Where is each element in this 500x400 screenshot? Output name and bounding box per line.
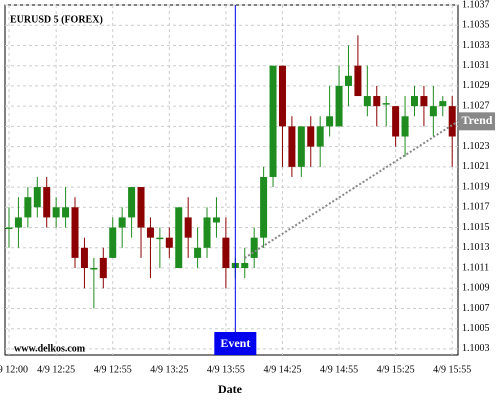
candle-body (269, 65, 277, 177)
candle-body (14, 217, 22, 228)
candle-body (24, 197, 32, 218)
candle-body (222, 237, 230, 269)
y-tick-label: 1.1007 (462, 303, 490, 314)
candle-body (448, 106, 456, 137)
candle-body (80, 247, 88, 269)
y-tick-label: 1.1037 (462, 0, 490, 10)
y-tick-label: 1.1013 (462, 242, 490, 253)
y-tick-label: 1.1019 (462, 181, 490, 192)
x-axis-label: Date (218, 382, 243, 396)
candle-body (194, 247, 202, 258)
candle-body (43, 187, 51, 218)
plot-area (4, 4, 459, 356)
y-tick-label: 1.1015 (462, 222, 490, 233)
candle-body (382, 103, 390, 105)
y-tick-label: 1.1005 (462, 323, 490, 334)
x-tick-label: 4/9 14:25 (263, 364, 301, 375)
candle-body (137, 187, 145, 228)
candle-body (99, 257, 107, 279)
trend-label: Trend (462, 113, 493, 127)
candle-body (373, 96, 381, 107)
y-tick-label: 1.1033 (462, 40, 490, 51)
x-tick-label: 4/9 13:55 (207, 364, 245, 375)
candle-body (184, 217, 192, 238)
candle-body (128, 187, 136, 218)
candle-body (90, 268, 98, 270)
candle-body (307, 126, 315, 147)
candle-body (335, 85, 343, 127)
candle-body (250, 237, 258, 258)
candle-body (278, 65, 286, 127)
y-tick-label: 1.1031 (462, 60, 490, 71)
y-tick-label: 1.1027 (462, 100, 490, 111)
y-tick-label: 1.1035 (462, 20, 490, 31)
candle-body (439, 101, 447, 107)
event-label-box (214, 332, 257, 355)
event-label: Event (220, 336, 250, 350)
candle-body (392, 106, 400, 137)
candle-body (146, 227, 154, 238)
candle-body (410, 96, 418, 107)
y-tick-label: 1.1023 (462, 141, 490, 152)
candle-body (62, 207, 70, 218)
x-tick-label: 4/9 13:25 (150, 364, 188, 375)
candle-body (241, 262, 249, 269)
candle-body (203, 217, 211, 248)
candle-body (316, 126, 324, 147)
candle-body (326, 116, 334, 127)
x-tick-label: 4/9 12:55 (94, 364, 132, 375)
candle-body (5, 227, 13, 230)
candle-body (260, 176, 268, 238)
y-tick-label: 1.1003 (462, 343, 490, 354)
candle-body (297, 126, 305, 167)
y-tick-label: 1.1021 (462, 161, 490, 172)
candle-body (175, 207, 183, 269)
x-tick-label: 4/9 15:25 (377, 364, 415, 375)
candle-body (429, 106, 437, 117)
y-tick-label: 1.1029 (462, 80, 490, 91)
candle-body (33, 187, 41, 208)
candle-body (71, 207, 79, 258)
x-tick-label: 4/9 12:25 (37, 364, 75, 375)
candle-body (344, 75, 352, 86)
trend-label-box (459, 112, 495, 131)
candle-body (52, 207, 60, 218)
y-tick-label: 1.1017 (462, 202, 490, 213)
x-tick-label: 4/9 15:55 (433, 364, 471, 375)
candle-body (118, 217, 126, 228)
watermark: www.delkos.com (14, 343, 86, 354)
candle-body (165, 237, 173, 248)
candle-body (156, 237, 164, 240)
candle-body (420, 96, 428, 107)
candle-body (212, 217, 220, 223)
candle-body (288, 126, 296, 167)
x-tick-label: 4/9 12:00 (0, 364, 28, 375)
y-tick-label: 1.1011 (462, 262, 489, 273)
chart-title: EURUSD 5 (FOREX) (10, 14, 103, 25)
candle-body (354, 65, 362, 97)
candle-body (109, 227, 117, 258)
candle-body (363, 96, 371, 107)
candle-body (401, 116, 409, 137)
x-tick-label: 4/9 14:55 (320, 364, 358, 375)
y-tick-label: 1.1009 (462, 283, 490, 294)
